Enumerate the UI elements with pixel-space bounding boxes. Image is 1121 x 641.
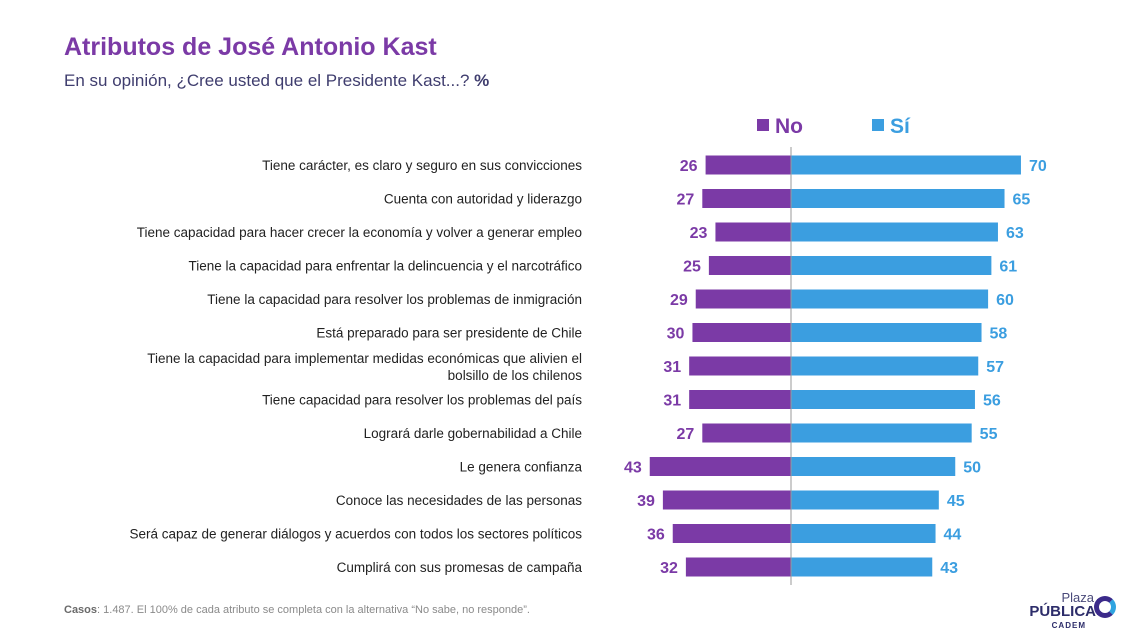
value-label-si: 61 [999,259,1017,276]
subtitle-unit: % [474,71,490,90]
bar-no [715,222,791,242]
value-label-no: 27 [677,192,695,209]
category-label: Conoce las necesidades de las personas [336,493,582,508]
category-label: Cuenta con autoridad y liderazgo [384,192,582,207]
category-label: Tiene capacidad para resolver los proble… [262,393,582,408]
category-label: Le genera confianza [460,460,583,475]
bar-no [662,490,791,510]
category-label: Tiene la capacidad para resolver los pro… [207,292,582,307]
value-label-si: 70 [1029,158,1047,175]
value-label-no: 26 [680,158,698,175]
logo-line-2: PÚBLICA [1029,603,1096,620]
bar-no [649,457,791,476]
value-label-si: 57 [986,359,1004,376]
value-label-si: 60 [996,292,1014,309]
bar-si [791,490,939,510]
value-label-no: 39 [637,493,655,510]
category-label-line: bolsillo de los chilenos [448,368,583,383]
category-label: Tiene la capacidad para implementar medi… [147,351,582,383]
category-label: Tiene capacidad para hacer crecer la eco… [137,225,582,240]
value-label-no: 31 [663,393,681,410]
bar-no [705,155,791,175]
bar-no [702,423,791,443]
value-label-no: 43 [624,460,642,477]
bar-no [685,557,791,577]
bar-si [791,557,933,577]
page-title: Atributos de José Antonio Kast [64,33,437,61]
bar-no [672,524,791,543]
value-label-no: 25 [683,259,701,276]
value-label-si: 56 [983,393,1001,410]
bar-si [791,356,979,376]
value-label-si: 43 [940,560,958,577]
value-label-si: 58 [990,326,1008,343]
bar-no [692,323,791,342]
value-label-no: 27 [677,426,695,443]
legend-label-no: No [775,115,803,138]
value-label-si: 55 [980,426,998,443]
bar-si [791,390,975,409]
logo-ring-icon [1094,596,1116,618]
bar-si [791,289,989,309]
footnote-label: Casos [64,604,98,616]
bar-no [689,390,791,409]
footnote: Casos: 1.487. El 100% de cada atributo s… [64,604,530,616]
legend-label-si: Sí [890,115,911,138]
value-label-si: 63 [1006,225,1024,242]
bar-no [708,256,791,275]
page-subtitle: En su opinión, ¿Cree usted que el Presid… [64,71,489,91]
bar-no [689,356,791,376]
logo-line-3: CADEM [1051,621,1086,630]
bar-si [791,457,956,476]
value-label-si: 44 [944,527,962,544]
bar-no [695,289,791,309]
bar-si [791,256,992,275]
category-label: Será capaz de generar diálogos y acuerdo… [129,527,582,542]
category-label: Está preparado para ser presidente de Ch… [316,326,582,341]
category-label-line: Tiene la capacidad para implementar medi… [147,351,582,366]
category-label: Tiene carácter, es claro y seguro en sus… [262,158,582,173]
legend-swatch-si [872,119,884,131]
category-label: Tiene la capacidad para enfrentar la del… [189,259,582,274]
bar-si [791,323,982,342]
value-label-no: 30 [667,326,685,343]
bar-no [702,189,791,208]
bar-si [791,155,1021,175]
category-label: Cumplirá con sus promesas de campaña [337,560,583,575]
plaza-publica-cadem-logo: Plaza PÚBLICA CADEM [1028,590,1120,640]
value-label-no: 32 [660,560,678,577]
value-label-no: 36 [647,527,665,544]
value-label-si: 45 [947,493,965,510]
bar-si [791,524,936,543]
value-label-no: 23 [690,225,708,242]
bar-si [791,189,1005,208]
value-label-si: 65 [1013,192,1031,209]
bar-si [791,423,972,443]
subtitle-text: En su opinión, ¿Cree usted que el Presid… [64,71,470,90]
legend-swatch-no [757,119,769,131]
logo-line-1: Plaza [1061,590,1094,605]
value-label-no: 31 [663,359,681,376]
value-label-no: 29 [670,292,688,309]
category-label: Logrará darle gobernabilidad a Chile [364,426,582,441]
value-label-si: 50 [963,460,981,477]
footnote-text: : 1.487. El 100% de cada atributo se com… [97,604,530,616]
bar-si [791,222,998,242]
